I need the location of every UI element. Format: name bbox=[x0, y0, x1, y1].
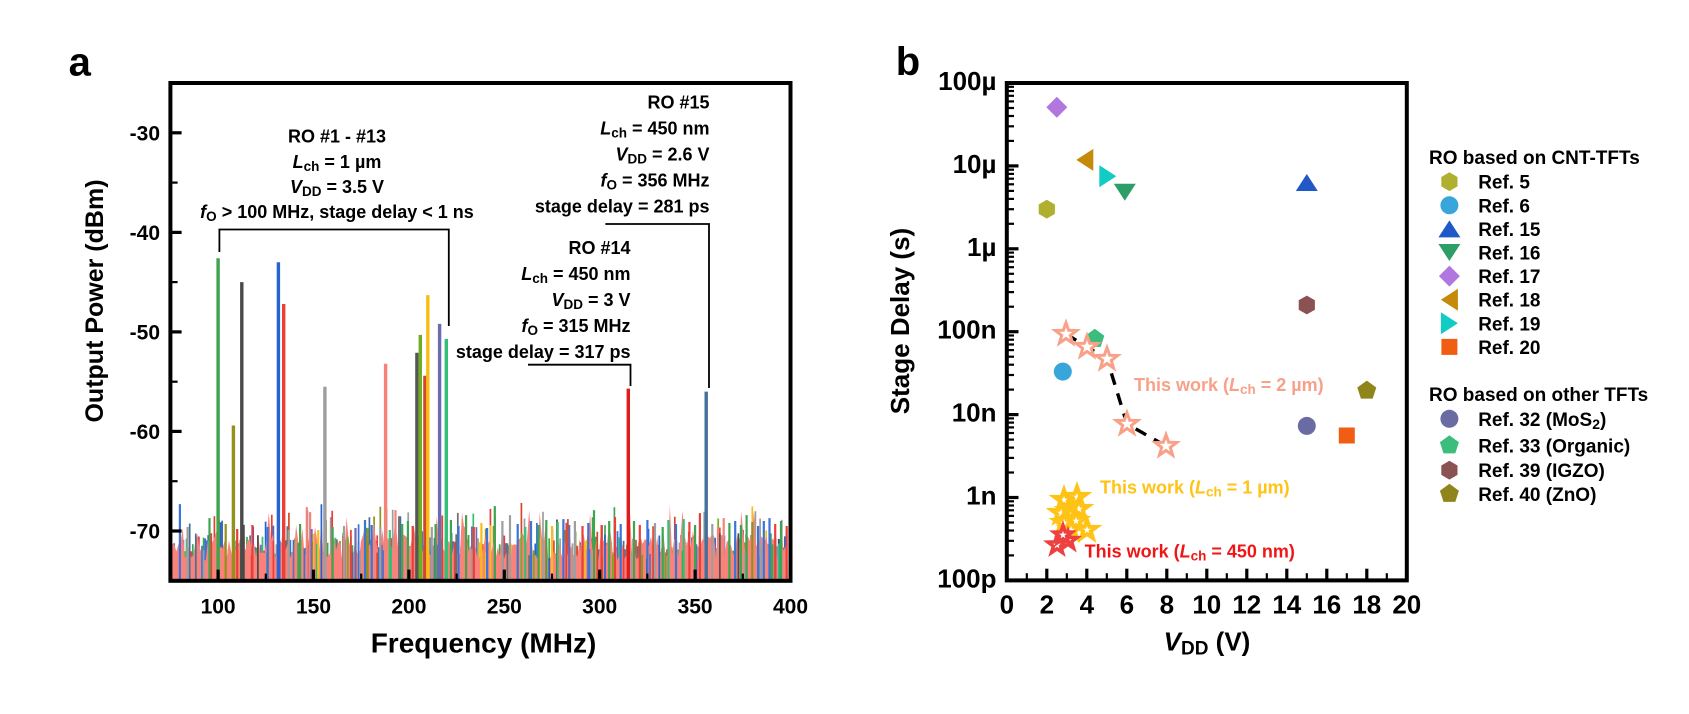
svg-text:RO based on CNT-TFTs: RO based on CNT-TFTs bbox=[1429, 148, 1640, 169]
svg-text:-40: -40 bbox=[130, 222, 160, 245]
svg-text:RO #1 - #13: RO #1 - #13 bbox=[288, 127, 386, 147]
svg-text:-50: -50 bbox=[130, 321, 160, 344]
svg-text:This work (Lch = 2 µm): This work (Lch = 2 µm) bbox=[1134, 375, 1324, 397]
svg-text:16: 16 bbox=[1312, 590, 1341, 620]
svg-text:6: 6 bbox=[1120, 590, 1134, 620]
svg-text:1n: 1n bbox=[966, 481, 996, 511]
svg-text:Ref. 39 (IGZO): Ref. 39 (IGZO) bbox=[1478, 461, 1605, 482]
svg-text:Ref. 32 (MoS2): Ref. 32 (MoS2) bbox=[1478, 410, 1606, 432]
svg-text:Ref. 20: Ref. 20 bbox=[1478, 338, 1540, 359]
svg-text:This work (Lch = 450 nm): This work (Lch = 450 nm) bbox=[1085, 542, 1295, 564]
svg-text:10: 10 bbox=[1192, 590, 1221, 620]
svg-text:Ref. 17: Ref. 17 bbox=[1478, 267, 1540, 288]
svg-text:14: 14 bbox=[1272, 590, 1301, 620]
svg-text:VDD = 3 V: VDD = 3 V bbox=[551, 290, 630, 312]
svg-text:fO = 315 MHz: fO = 315 MHz bbox=[521, 316, 630, 338]
svg-text:Ref. 15: Ref. 15 bbox=[1478, 220, 1541, 241]
svg-text:4: 4 bbox=[1080, 590, 1095, 620]
svg-text:VDD (V): VDD (V) bbox=[1164, 627, 1251, 660]
svg-text:2: 2 bbox=[1040, 590, 1054, 620]
svg-text:b: b bbox=[896, 40, 920, 84]
svg-text:Stage Delay (s): Stage Delay (s) bbox=[885, 228, 915, 414]
svg-text:10n: 10n bbox=[952, 398, 997, 428]
svg-text:Ref. 5: Ref. 5 bbox=[1478, 173, 1530, 194]
svg-text:RO #15: RO #15 bbox=[647, 93, 709, 113]
svg-text:fO = 356 MHz: fO = 356 MHz bbox=[600, 171, 709, 193]
svg-text:300: 300 bbox=[582, 596, 617, 619]
svg-text:18: 18 bbox=[1352, 590, 1381, 620]
svg-text:Ref. 16: Ref. 16 bbox=[1478, 244, 1540, 265]
svg-text:100: 100 bbox=[201, 596, 236, 619]
svg-text:This work (Lch = 1 µm): This work (Lch = 1 µm) bbox=[1100, 478, 1290, 500]
svg-text:-70: -70 bbox=[130, 521, 160, 544]
svg-text:1µ: 1µ bbox=[967, 232, 996, 262]
svg-text:20: 20 bbox=[1392, 590, 1421, 620]
svg-text:Ref. 33 (Organic): Ref. 33 (Organic) bbox=[1478, 436, 1630, 457]
svg-text:Output Power (dBm): Output Power (dBm) bbox=[81, 179, 109, 422]
svg-text:100µ: 100µ bbox=[938, 66, 996, 96]
svg-text:Ref. 19: Ref. 19 bbox=[1478, 314, 1540, 335]
svg-text:RO based on other TFTs: RO based on other TFTs bbox=[1429, 385, 1648, 406]
svg-text:stage delay = 281 ps: stage delay = 281 ps bbox=[535, 197, 710, 217]
svg-text:fO > 100 MHz, stage delay < 1: fO > 100 MHz, stage delay < 1 ns bbox=[200, 202, 474, 224]
svg-text:Lch = 450 nm: Lch = 450 nm bbox=[521, 264, 630, 286]
svg-text:Frequency (MHz): Frequency (MHz) bbox=[371, 628, 597, 659]
svg-text:stage delay = 317 ps: stage delay = 317 ps bbox=[456, 342, 631, 362]
svg-text:400: 400 bbox=[773, 596, 808, 619]
svg-text:8: 8 bbox=[1160, 590, 1174, 620]
svg-text:-30: -30 bbox=[130, 122, 160, 145]
svg-text:100p: 100p bbox=[937, 563, 996, 593]
svg-text:Ref. 40 (ZnO): Ref. 40 (ZnO) bbox=[1478, 485, 1596, 506]
svg-text:Ref. 6: Ref. 6 bbox=[1478, 196, 1530, 217]
svg-text:350: 350 bbox=[678, 596, 713, 619]
svg-text:150: 150 bbox=[296, 596, 331, 619]
svg-text:Ref. 18: Ref. 18 bbox=[1478, 291, 1540, 312]
svg-text:100n: 100n bbox=[937, 315, 996, 345]
svg-text:0: 0 bbox=[1000, 590, 1014, 620]
svg-text:10µ: 10µ bbox=[953, 149, 997, 179]
svg-text:a: a bbox=[69, 40, 92, 84]
svg-text:-60: -60 bbox=[130, 421, 160, 444]
svg-text:200: 200 bbox=[391, 596, 426, 619]
svg-text:12: 12 bbox=[1232, 590, 1261, 620]
svg-text:250: 250 bbox=[487, 596, 522, 619]
svg-text:RO #14: RO #14 bbox=[568, 238, 630, 258]
svg-text:Lch = 450 nm: Lch = 450 nm bbox=[600, 119, 709, 141]
